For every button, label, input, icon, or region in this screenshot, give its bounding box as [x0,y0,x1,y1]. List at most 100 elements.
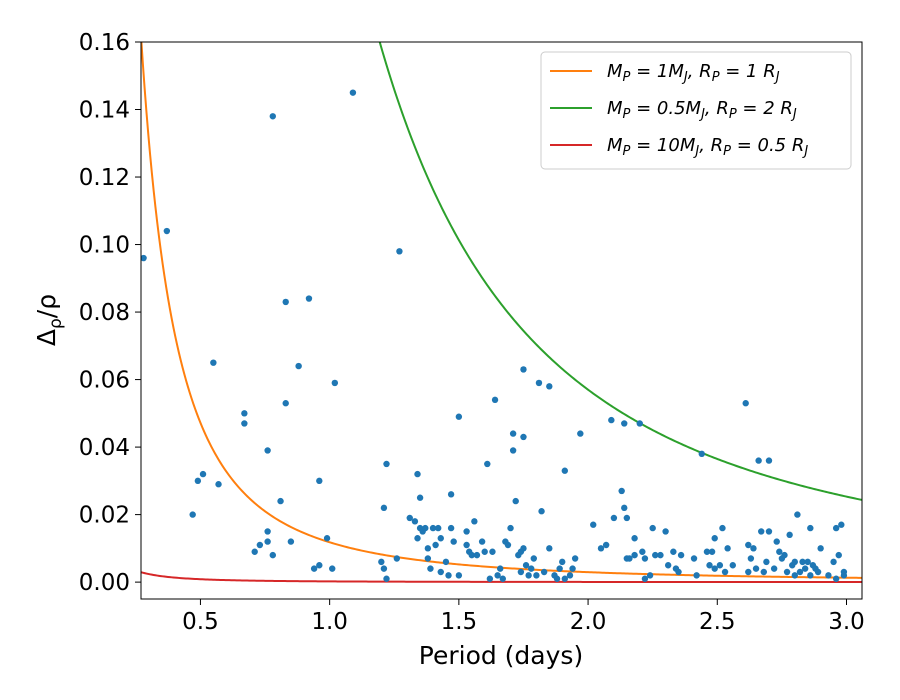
data-point [522,562,530,569]
data-point [484,460,491,468]
data-point [533,572,540,579]
data-point [512,497,519,505]
data-point [411,518,419,525]
data-point [711,565,718,572]
data-point [838,521,845,528]
x-tick-label: 3.0 [828,609,865,635]
data-point [429,524,437,532]
data-point [621,420,628,427]
data-point [528,565,535,572]
data-point [406,514,413,522]
data-point [745,568,752,576]
data-point [468,551,475,559]
x-tick-label: 0.5 [182,609,219,635]
data-point [690,555,698,562]
data-point [693,572,700,579]
data-point [670,548,677,555]
data-point [316,562,323,569]
data-point [602,541,610,549]
data-point [414,470,421,478]
y-tick-label: 0.04 [79,435,130,461]
data-point [706,562,713,569]
data-point [791,558,799,566]
data-point [189,511,196,518]
data-point [520,366,527,373]
data-point [437,535,444,542]
data-point [708,548,716,555]
data-points [141,89,848,582]
data-point [432,541,439,549]
data-point [804,558,811,566]
x-axis-ticks: 0.5 1.0 1.5 2.0 2.5 3.0 [182,599,865,635]
y-tick-label: 0.12 [79,165,130,191]
data-point [277,497,284,505]
data-point [422,524,429,532]
data-point [807,572,814,579]
data-point [814,568,822,576]
data-point [677,551,685,559]
data-point [455,413,463,420]
plot-frame [140,41,863,600]
y-axis-label: Δρ/ρ [32,294,66,346]
y-tick-label: 0.06 [79,368,130,394]
data-point [427,565,434,572]
y-tick-label: 0.08 [79,300,130,326]
data-point [264,538,271,545]
legend-label: MP = 1MJ, RP = 1 RJ [607,61,780,85]
data-point [781,551,788,559]
data-point [530,555,537,562]
data-point [504,541,512,549]
data-point [499,575,506,582]
data-point [794,511,801,518]
data-point [264,528,271,535]
data-point [215,481,222,488]
data-point [481,548,488,555]
data-point [566,572,574,579]
data-point [765,457,773,464]
y-tick-label: 0.00 [79,570,130,596]
data-point [745,541,752,549]
data-point [639,548,646,555]
data-point [786,531,793,539]
curve-2 [378,42,862,501]
data-point [396,248,403,255]
data-point [807,524,814,532]
y-tick-label: 0.10 [79,233,130,259]
data-point [517,568,525,576]
data-point [509,430,517,437]
data-point [295,362,302,370]
data-point [540,568,548,576]
x-tick-label: 2.5 [699,609,736,635]
data-point [721,568,729,576]
data-point [571,555,579,562]
data-point [569,565,576,572]
data-point [597,545,605,552]
data-point [577,430,584,437]
data-point [817,545,824,552]
data-point [752,565,760,572]
curve-3 [141,571,862,584]
data-point [251,548,258,555]
data-point [626,555,633,562]
y-tick-label: 0.16 [79,30,130,56]
legend: MP = 1MJ, RP = 1 RJ MP = 0.5MJ, RP = 2 RJ… [540,51,852,170]
data-point [825,572,832,579]
data-point [556,565,563,572]
data-point [199,470,207,478]
data-point [590,521,597,528]
data-point [770,565,778,572]
x-axis-label: Period (days) [419,641,583,670]
data-point [210,359,217,366]
data-point [486,575,494,582]
data-point [310,565,318,572]
data-point [497,565,504,572]
data-point [729,562,736,569]
data-point [755,457,762,464]
data-point [491,396,499,404]
data-point [840,572,848,579]
data-point [447,524,455,532]
data-point [553,575,561,582]
data-point [434,524,442,532]
data-point [662,528,669,535]
